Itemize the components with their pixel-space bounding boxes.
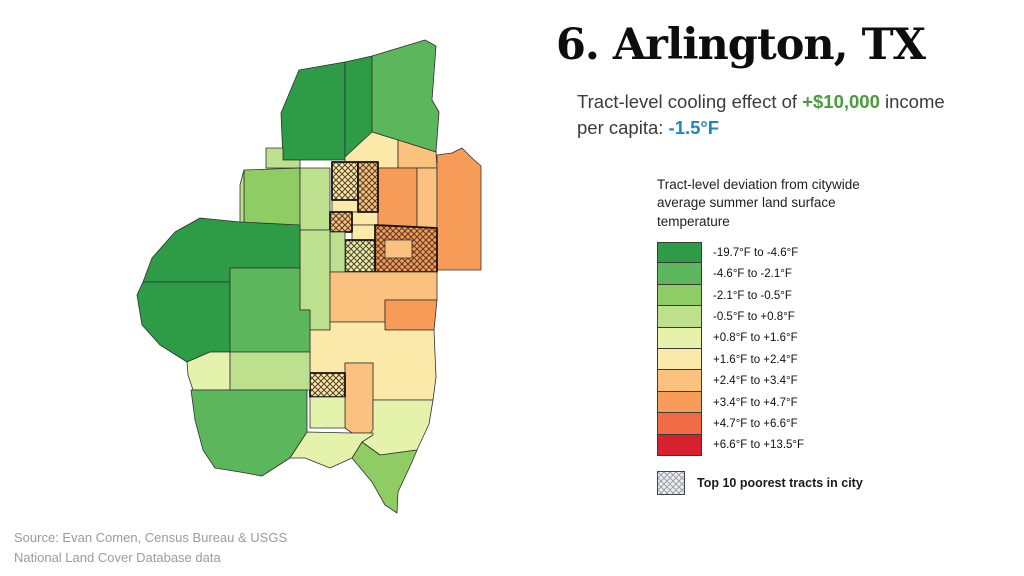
census-tract	[351, 211, 379, 226]
source-line-2: National Land Cover Database data	[14, 550, 221, 566]
tract-layer	[136, 39, 482, 514]
legend-swatch	[657, 284, 702, 307]
census-tract	[331, 199, 359, 213]
subtitle-text-1: Tract-level cooling effect of	[577, 91, 803, 112]
income-highlight: +$10,000	[802, 91, 880, 112]
census-tract	[136, 281, 231, 363]
census-tract	[377, 167, 418, 229]
legend-range-label: +0.8°F to +1.6°F	[713, 332, 798, 345]
source-line-1: Source: Evan Comen, Census Bureau & USGS	[14, 530, 288, 545]
census-tract	[329, 231, 346, 273]
census-tract	[351, 441, 418, 514]
legend-item: +3.4°F to +4.7°F	[657, 391, 917, 414]
census-tract	[299, 167, 331, 231]
census-tract	[190, 389, 308, 477]
census-tract	[436, 147, 482, 271]
census-tract	[280, 61, 346, 161]
subtitle-text-3: per capita:	[577, 116, 669, 138]
census-tract	[309, 396, 346, 429]
poorest-tract-hatch	[331, 161, 359, 201]
legend-range-label: -0.5°F to +0.8°F	[713, 310, 795, 323]
legend: Tract-level deviation from citywide aver…	[657, 176, 917, 495]
poorest-tract-hatch	[329, 211, 353, 233]
legend-item: +4.7°F to +6.6°F	[657, 413, 917, 435]
legend-range-label: -19.7°F to -4.6°F	[713, 246, 799, 259]
poorest-tract-hatch	[344, 239, 376, 273]
census-tract	[265, 147, 301, 169]
legend-range-label: -4.6°F to -2.1°F	[713, 268, 792, 281]
legend-item: +1.6°F to +2.4°F	[657, 349, 917, 371]
census-tract	[361, 399, 434, 456]
legend-swatch	[657, 349, 702, 371]
census-tract	[229, 267, 311, 353]
legend-range-label: +6.6°F to +13.5°F	[713, 439, 805, 452]
census-tract	[416, 167, 438, 229]
census-tract	[384, 299, 438, 331]
legend-range-label: +2.4°F to +3.4°F	[713, 375, 798, 388]
legend-title: Tract-level deviation from citywide aver…	[657, 177, 860, 229]
census-tract	[229, 351, 311, 391]
legend-item: +0.8°F to +1.6°F	[657, 327, 917, 350]
census-tract	[344, 362, 374, 434]
poorest-tract-hatch	[309, 372, 346, 398]
legend-item: +6.6°F to +13.5°F	[657, 434, 917, 456]
legend-item: -4.6°F to -2.1°F	[657, 263, 917, 285]
legend-swatch	[657, 306, 702, 328]
legend-range-label: -2.1°F to -0.5°F	[713, 289, 792, 302]
legend-range-label: +3.4°F to +4.7°F	[713, 396, 798, 409]
legend-item: -19.7°F to -4.6°F	[657, 242, 917, 264]
legend-swatch	[657, 434, 702, 456]
legend-swatch	[657, 242, 702, 264]
legend-range-label: +4.7°F to +6.6°F	[713, 417, 798, 430]
legend-swatch	[657, 327, 702, 350]
legend-item: -2.1°F to -0.5°F	[657, 284, 917, 307]
legend-swatch	[657, 413, 702, 435]
subtitle: Tract-level cooling effect of +$10,000 i…	[577, 89, 997, 140]
census-tract	[243, 167, 301, 231]
legend-item: +2.4°F to +3.4°F	[657, 370, 917, 392]
subtitle-text-2: income	[879, 91, 945, 112]
legend-hatch-label: Top 10 poorest tracts in city	[697, 475, 863, 490]
legend-hatch-row: Top 10 poorest tracts in city	[657, 470, 917, 495]
census-tract	[384, 239, 413, 259]
census-tract	[351, 224, 376, 241]
poorest-tract-hatch	[357, 161, 379, 213]
legend-range-label: +1.6°F to +2.4°F	[713, 353, 798, 366]
legend-swatch	[657, 391, 702, 414]
hatch-swatch-icon	[657, 470, 685, 495]
page-title: 6. Arlington, TX	[556, 20, 926, 70]
census-tract	[289, 431, 374, 469]
legend-swatch	[657, 263, 702, 285]
legend-item: -0.5°F to +0.8°F	[657, 306, 917, 328]
legend-color-scale: -19.7°F to -4.6°F -4.6°F to -2.1°F -2.1°F …	[657, 242, 917, 456]
census-tract	[239, 169, 245, 226]
legend-swatch	[657, 370, 702, 392]
source-attribution: Source: Evan Comen, Census Bureau & USGS…	[14, 528, 287, 568]
temperature-highlight: -1.5°F	[668, 116, 720, 138]
